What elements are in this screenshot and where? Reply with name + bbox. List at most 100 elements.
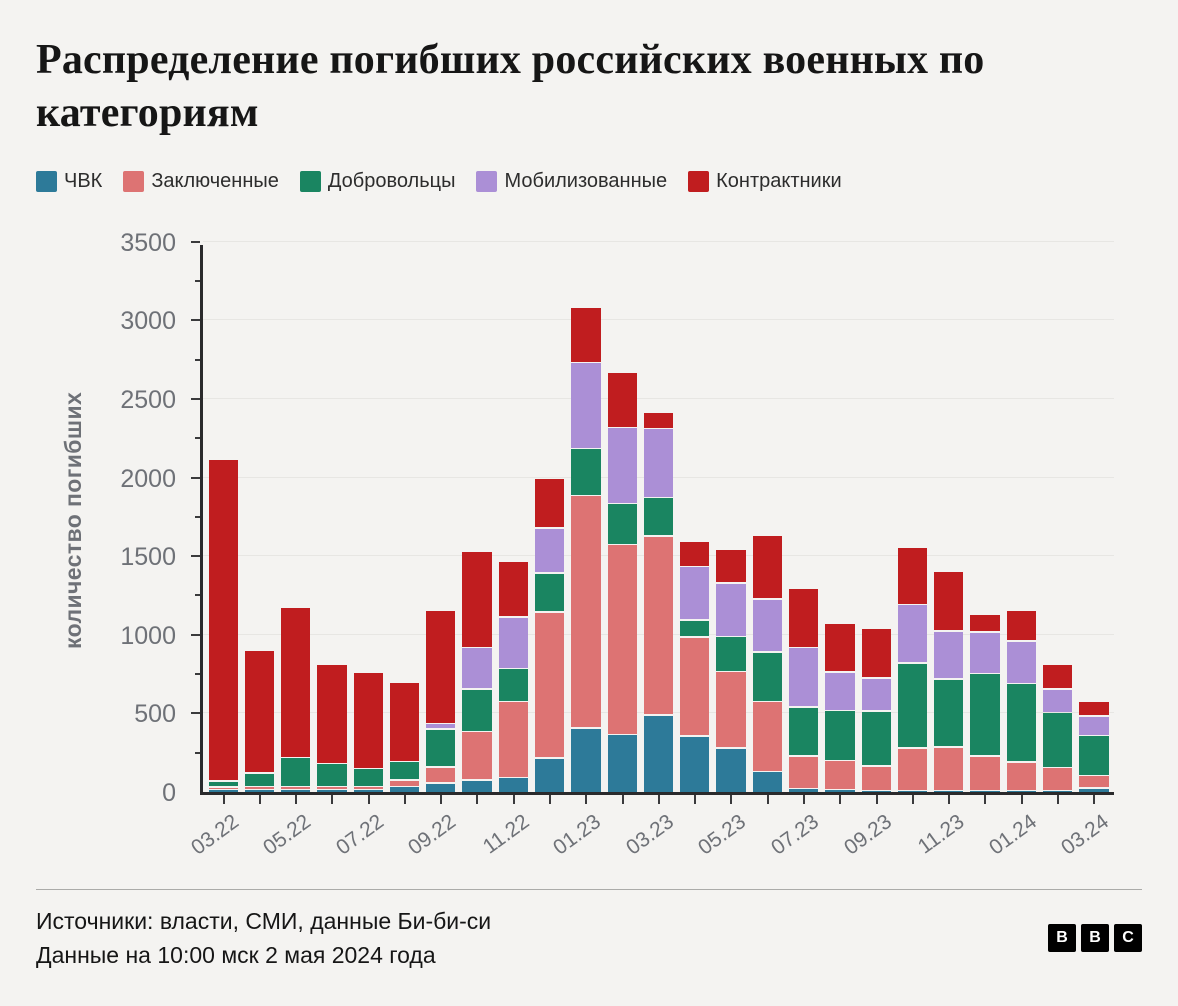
bar-segment (317, 764, 347, 786)
bar-segment (389, 787, 420, 792)
bar-segment (643, 715, 674, 792)
bar-segment (861, 711, 891, 766)
stacked-bar-chart: количество погибших 0 500 1000 1500 2000 2500… (36, 229, 1142, 865)
bar-segment (571, 363, 601, 448)
y-axis-tick-label: 1000 (120, 621, 176, 650)
legend-label: Добровольцы (327, 169, 456, 192)
bar-segment (607, 545, 637, 734)
bbc-logo-block: B (1081, 924, 1109, 953)
bar-segment (680, 567, 710, 620)
bar-segment (752, 536, 782, 599)
bar-segment (1042, 768, 1073, 790)
bbc-logo-block: B (1048, 924, 1076, 953)
bar-segment (716, 672, 746, 748)
bar-segment (535, 573, 565, 612)
bar-segment (462, 732, 492, 780)
y-axis-tick (195, 751, 200, 754)
x-axis-tick (621, 794, 624, 804)
bar-segment (1006, 762, 1036, 790)
y-axis-tick (191, 240, 200, 243)
y-axis-tick (191, 555, 200, 558)
y-axis-tick-label: 3000 (120, 307, 176, 336)
x-axis-tick-label: 01.24 (984, 809, 1042, 860)
legend-item: Добровольцы (299, 169, 456, 193)
x-axis-tick-label: 09.23 (839, 809, 897, 860)
bar-segment (244, 773, 275, 786)
x-axis-tick (403, 794, 406, 804)
bar-segment (353, 769, 383, 786)
x-axis-tick (584, 794, 587, 804)
bar-segment (244, 651, 275, 773)
legend-item: Контрактники (688, 170, 842, 193)
bar-segment (1079, 716, 1109, 735)
x-axis-tick (222, 794, 225, 804)
bar-segment (498, 561, 529, 617)
bar-10.22 (462, 552, 492, 792)
bar-segment (426, 767, 456, 783)
bar-segment (1006, 684, 1036, 762)
bar-segment (716, 748, 746, 792)
x-axis-tick-label: 03.22 (186, 809, 244, 860)
bar-segment (1079, 736, 1109, 775)
bar-segment (970, 756, 1000, 790)
bars-layer (203, 245, 1114, 792)
bar-segment (353, 673, 383, 768)
x-axis-tick (439, 794, 442, 804)
bar-04.22 (244, 651, 275, 792)
x-axis-tick (766, 794, 769, 804)
bar-segment (389, 682, 420, 761)
y-axis-tick (195, 280, 200, 283)
bar-segment (607, 372, 637, 427)
bar-segment (789, 648, 819, 707)
bar-segment (1042, 689, 1073, 712)
bar-segment (716, 637, 746, 671)
bar-segment (1079, 776, 1109, 788)
bar-segment (970, 632, 1000, 673)
bar-03.24 (1079, 701, 1109, 792)
x-axis-tick-label: 03.24 (1056, 809, 1114, 860)
source-line-1: Источники: власти, СМИ, данные Би-би-си (36, 907, 492, 934)
bar-segment (426, 611, 456, 723)
bar-segment (789, 789, 819, 792)
bar-segment (825, 623, 855, 672)
y-axis-tick (191, 397, 200, 400)
legend-swatch (688, 170, 710, 192)
source-note: Источники: власти, СМИ, данные Би-би-си … (36, 904, 491, 973)
bar-segment (970, 674, 1000, 756)
bar-segment (317, 787, 347, 789)
x-axis-tick-label: 11.22 (478, 809, 534, 859)
bar-segment (680, 637, 710, 736)
bar-segment (934, 747, 964, 790)
y-axis-tick-label: 0 (162, 778, 176, 807)
bar-segment (752, 702, 782, 771)
bar-segment (498, 702, 529, 777)
bar-segment (535, 479, 565, 528)
bar-segment (426, 724, 456, 729)
chart-title: Распределение погибших российских военны… (36, 37, 985, 136)
bar-segment (789, 707, 819, 756)
bar-segment (680, 736, 710, 792)
bar-segment (1042, 713, 1073, 767)
x-axis-tick (330, 794, 333, 804)
bar-segment (244, 790, 275, 792)
bar-07.22 (353, 673, 383, 792)
bar-segment (934, 631, 964, 679)
bar-segment (861, 766, 891, 790)
bar-segment (716, 583, 746, 636)
bar-segment (934, 572, 964, 631)
x-axis-tick-label: 11.23 (913, 809, 969, 859)
bar-segment (571, 308, 601, 362)
footer: Источники: власти, СМИ, данные Би-би-си … (36, 888, 1142, 973)
bar-segment (643, 413, 674, 428)
bar-segment (317, 790, 347, 792)
legend-swatch (36, 170, 57, 192)
bar-08.22 (389, 682, 420, 792)
bar-11.22 (498, 561, 529, 792)
bar-segment (281, 790, 311, 792)
bar-segment (281, 758, 311, 786)
x-axis-tick (475, 794, 478, 804)
y-axis-tick-labels: 0 500 1000 1500 2000 2500 3000 3500 (36, 229, 186, 807)
bar-09.22 (426, 611, 456, 792)
x-axis-tick (657, 794, 660, 804)
